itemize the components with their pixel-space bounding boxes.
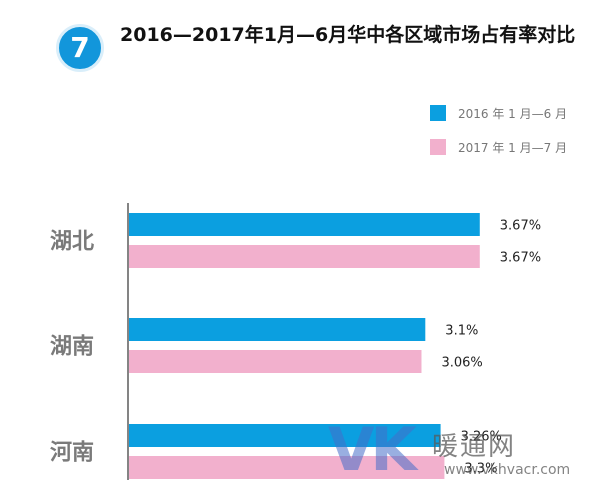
data-label: 3.67%: [500, 251, 541, 266]
data-label: 3.06%: [441, 356, 482, 371]
data-label: 3.1%: [445, 324, 478, 339]
legend-label-2016: 2016 年 1 月—6 月: [458, 106, 568, 121]
watermark-logo: VK: [328, 415, 417, 485]
category-label: 湖北: [50, 230, 94, 255]
watermark-site-name: 暖通网: [432, 432, 517, 462]
legend-swatch-2017: [430, 139, 446, 155]
legend: 2016 年 1 月—6 月 2017 年 1 月—7 月: [430, 103, 567, 171]
chart-title: 2016—2017年1月—6月华中各区域市场占有率对比: [120, 24, 576, 46]
chart-number-badge: 7: [56, 24, 104, 72]
category-label: 河南: [50, 441, 94, 466]
category-label: 湖南: [50, 335, 94, 360]
legend-label-2017: 2017 年 1 月—7 月: [458, 140, 568, 155]
bar: [129, 456, 445, 479]
legend-item-2016: 2016 年 1 月—6 月: [430, 103, 567, 123]
legend-item-2017: 2017 年 1 月—7 月: [430, 137, 567, 157]
bar: [129, 424, 441, 447]
bar: [129, 245, 480, 268]
data-label: 3.67%: [500, 219, 541, 234]
watermark-url: www.vkhvacr.com: [444, 462, 571, 478]
data-label: 3.3%: [464, 462, 497, 477]
bar: [129, 318, 426, 341]
data-label: 3.26%: [461, 430, 502, 445]
legend-swatch-2016: [430, 105, 446, 121]
bar: [129, 350, 422, 373]
bar: [129, 213, 480, 236]
